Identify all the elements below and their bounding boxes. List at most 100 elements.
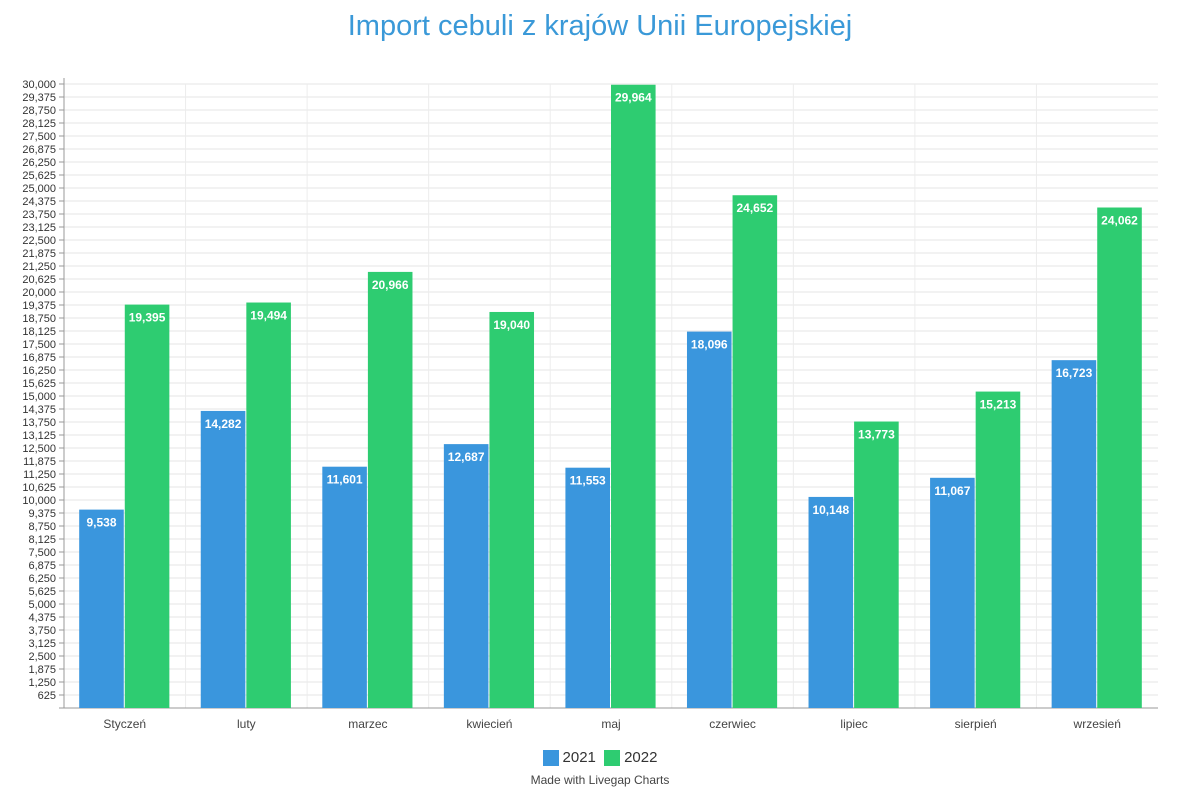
data-label-2021-styczeń: 9,538	[86, 516, 116, 530]
y-tick-label: 9,375	[28, 508, 56, 520]
y-tick-label: 28,750	[22, 105, 56, 117]
data-label-2021-sierpień: 11,067	[934, 484, 970, 498]
legend-swatch-2021	[542, 749, 559, 766]
chart-title: Import cebuli z krajów Unii Europejskiej	[347, 10, 853, 42]
y-tick-label: 5,625	[28, 586, 56, 598]
data-label-2021-kwiecień: 12,687	[448, 450, 485, 464]
bars: 9,538 19,395 14,282 19,494 11,601 20,966 12,68…	[79, 84, 1142, 709]
bar-2022-luty[interactable]	[246, 302, 291, 708]
y-tick-label: 13,125	[22, 430, 56, 442]
bar-2021-sierpień[interactable]	[930, 477, 975, 708]
data-label-2022-sierpień: 15,213	[980, 398, 1017, 412]
x-tick-label: sierpień	[955, 717, 997, 731]
y-tick-label: 16,875	[22, 352, 56, 364]
y-tick-label: 13,750	[22, 417, 56, 429]
bar-2021-styczeń[interactable]	[79, 509, 124, 708]
legend-label-2022: 2022	[624, 749, 658, 766]
y-tick-label: 2,500	[28, 651, 56, 663]
data-label-2022-maj: 29,964	[615, 91, 652, 105]
data-label-2022-styczeń: 19,395	[129, 311, 166, 325]
data-label-2022-kwiecień: 19,040	[493, 318, 530, 332]
data-label-2021-luty: 14,282	[205, 417, 242, 431]
bar-2021-marzec[interactable]	[322, 466, 367, 708]
credit-text: Made with Livegap Charts	[530, 773, 670, 787]
x-tick-label: lipiec	[840, 717, 867, 731]
y-tick-label: 15,625	[22, 378, 56, 390]
bar-2022-maj[interactable]	[611, 84, 656, 709]
y-tick-label: 18,125	[22, 326, 56, 338]
y-tick-label: 17,500	[22, 339, 56, 351]
x-tick-label: czerwiec	[709, 717, 756, 731]
y-tick-label: 18,750	[22, 313, 56, 325]
data-label-2022-lipiec: 13,773	[858, 428, 895, 442]
bar-2021-kwiecień[interactable]	[443, 444, 489, 708]
x-tick-label: kwiecień	[466, 717, 512, 731]
y-tick-label: 21,875	[22, 248, 56, 260]
bar-2021-luty[interactable]	[200, 410, 246, 708]
y-axis: 6251,2501,8752,5003,1253,7504,3755,0005,…	[22, 78, 65, 708]
y-tick-label: 25,625	[22, 170, 56, 182]
y-tick-label: 6,875	[28, 560, 56, 572]
y-tick-label: 1,250	[28, 677, 56, 689]
y-tick-label: 28,125	[22, 118, 56, 130]
bar-2021-maj[interactable]	[565, 467, 610, 708]
y-tick-label: 10,625	[22, 482, 56, 494]
data-label-2021-maj: 11,553	[570, 474, 606, 488]
bar-2022-wrzesień[interactable]	[1097, 207, 1142, 708]
y-tick-label: 21,250	[22, 261, 56, 273]
y-tick-label: 11,250	[23, 469, 56, 481]
legend-item-2021[interactable]: 2021	[542, 749, 596, 766]
y-tick-label: 12,500	[22, 443, 56, 455]
bar-2022-sierpień[interactable]	[975, 391, 1021, 708]
y-tick-label: 27,500	[22, 131, 56, 143]
data-label-2022-wrzesień: 24,062	[1101, 214, 1138, 228]
y-tick-label: 10,000	[22, 495, 56, 507]
x-tick-label: maj	[601, 717, 620, 731]
x-tick-label: Styczeń	[103, 717, 146, 731]
y-tick-label: 11,875	[23, 456, 56, 468]
y-tick-label: 1,875	[28, 664, 56, 676]
y-tick-label: 8,125	[28, 534, 56, 546]
y-tick-label: 19,375	[22, 300, 56, 312]
y-tick-label: 20,625	[22, 274, 56, 286]
y-tick-label: 24,375	[22, 196, 56, 208]
y-tick-label: 29,375	[22, 92, 56, 104]
bar-2022-marzec[interactable]	[367, 271, 413, 708]
y-tick-label: 23,750	[22, 209, 56, 221]
y-tick-label: 4,375	[28, 612, 56, 624]
y-tick-label: 15,000	[22, 391, 56, 403]
bar-2022-styczeń[interactable]	[124, 304, 170, 708]
legend-label-2021: 2021	[562, 749, 596, 766]
y-tick-label: 7,500	[28, 547, 56, 559]
y-tick-label: 3,750	[28, 625, 56, 637]
legend-swatch-2022	[604, 749, 621, 766]
x-tick-label: luty	[237, 717, 256, 731]
bar-2022-kwiecień[interactable]	[489, 311, 535, 708]
legend-item-2022[interactable]: 2022	[604, 749, 657, 766]
y-tick-label: 5,000	[28, 599, 56, 611]
bar-2022-lipiec[interactable]	[854, 421, 899, 708]
data-label-2022-czerwiec: 24,652	[736, 201, 773, 215]
y-tick-label: 6,250	[28, 573, 56, 585]
y-tick-label: 3,125	[28, 638, 56, 650]
y-tick-label: 26,250	[22, 157, 56, 169]
bar-2021-wrzesień[interactable]	[1051, 360, 1097, 708]
data-label-2021-czerwiec: 18,096	[691, 338, 728, 352]
y-tick-label: 16,250	[22, 365, 56, 377]
bar-2021-lipiec[interactable]	[808, 496, 854, 708]
y-tick-label: 30,000	[22, 79, 56, 91]
x-axis: Styczeń luty marzec kwiecień maj czerwiec lipi…	[59, 707, 1158, 731]
y-tick-label: 14,375	[22, 404, 56, 416]
bar-2021-czerwiec[interactable]	[686, 331, 732, 708]
bar-2022-czerwiec[interactable]	[732, 195, 778, 708]
legend: 2021 2022	[0, 749, 1200, 770]
y-tick-label: 625	[38, 690, 56, 702]
data-label-2021-marzec: 11,601	[327, 473, 363, 487]
data-label-2021-lipiec: 10,148	[812, 503, 849, 517]
data-label-2021-wrzesień: 16,723	[1056, 366, 1093, 380]
y-tick-label: 20,000	[22, 287, 56, 299]
y-tick-label: 26,875	[22, 144, 56, 156]
y-tick-label: 25,000	[22, 183, 56, 195]
y-tick-label: 23,125	[22, 222, 56, 234]
